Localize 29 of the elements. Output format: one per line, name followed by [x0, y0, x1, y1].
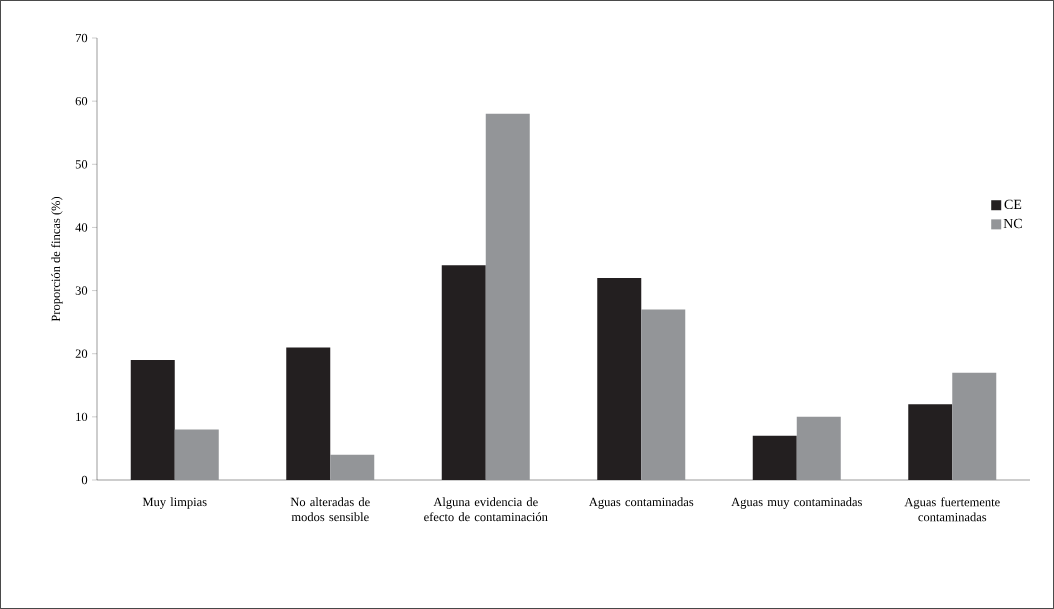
y-tick-label: 40 — [75, 223, 88, 232]
bar — [174, 429, 219, 480]
bar — [952, 372, 997, 480]
bar — [752, 435, 797, 480]
bar — [330, 454, 375, 480]
x-tick-label: Aguas contaminadas — [588, 497, 694, 509]
x-tick-label: Aguas muy contaminadas — [731, 497, 862, 509]
x-tick-label: Muy limpias — [142, 497, 207, 509]
bar — [641, 309, 686, 480]
x-tick-label: Alguna evidencia de efecto de contaminación — [424, 497, 548, 522]
bar — [441, 265, 486, 480]
y-tick-label: 0 — [81, 475, 88, 485]
y-tick-label: 50 — [75, 160, 88, 169]
bar — [796, 416, 841, 480]
legend-label: NC — [1003, 218, 1022, 229]
bar — [908, 404, 953, 480]
bar — [286, 347, 331, 480]
bar — [597, 277, 642, 480]
bar — [485, 113, 530, 480]
y-tick-label: 60 — [75, 96, 88, 106]
y-tick-label: 20 — [75, 349, 88, 358]
y-tick-label: 30 — [75, 286, 88, 295]
x-tick-label: Aguas fuertemente contaminadas — [904, 497, 1000, 522]
bar — [130, 360, 175, 480]
y-axis-title: Proporción de fincas (%) — [51, 196, 63, 322]
y-tick-label: 70 — [75, 33, 88, 43]
legend-label: CE — [1004, 199, 1022, 210]
y-tick-label: 10 — [76, 412, 88, 422]
x-tick-label: No alteradas de modos sensible — [290, 497, 370, 522]
